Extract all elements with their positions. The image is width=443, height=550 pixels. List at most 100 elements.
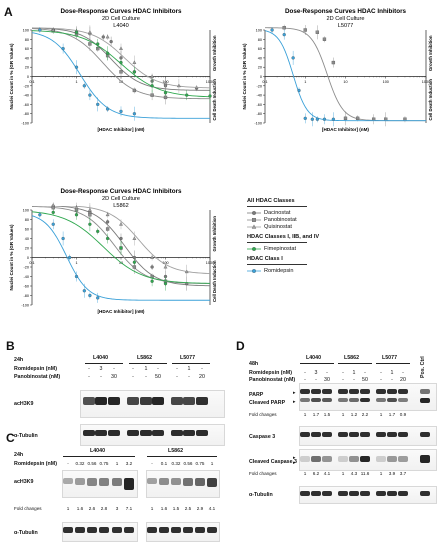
blot-c-dose-right: 0.1 [160, 461, 168, 466]
blot-b-pano-dose: 20 [199, 374, 205, 380]
blot-d-underline-2 [338, 363, 372, 364]
blot-d-caspase-band [398, 432, 408, 437]
x-tick-label: 1 [75, 80, 77, 84]
data-point-romidepsin [38, 28, 42, 32]
blot-d-cleaved-parp-band [311, 398, 321, 402]
legend-swatch [247, 224, 261, 229]
blot-d-fold-casp: 1 [303, 471, 307, 476]
blot-d-arrow-1: ▸ [293, 390, 296, 396]
blot-d-cellline-3: L5077 [382, 355, 398, 361]
blot-c-tubulin-band-right [195, 527, 205, 533]
chart-subtitle: 2D Cell Culture [327, 16, 365, 22]
blot-d-pos-ctrl: Pos. Ctrl [420, 356, 426, 378]
y-tick-label: -100 [254, 122, 262, 126]
legend-group-title: HDAC Classes I, IIB, and IV [247, 234, 320, 240]
blot-c-fold-left: 2.8 [100, 506, 108, 511]
y-tick-label: 40 [258, 56, 262, 60]
data-point-romidepsin [270, 28, 274, 32]
legend-swatch [247, 217, 261, 222]
blot-b-romi-dose: 1 [144, 366, 148, 372]
data-point-romidepsin [61, 46, 65, 51]
data-point-romidepsin [282, 32, 286, 37]
blot-d-fold-parp: 0.9 [399, 412, 407, 417]
data-point-dacinostat [105, 220, 110, 224]
blot-d-cellline-1: L4040 [306, 355, 322, 361]
data-point-quisinostat [105, 212, 110, 217]
blot-c-dose-left: 0.32 [75, 461, 85, 466]
blot-b-ach3k9-band [152, 397, 164, 405]
y-tick-label: 40 [25, 56, 29, 60]
blot-c-fold-left: 1.6 [76, 506, 84, 511]
blot-b-romi-dose: - [157, 366, 159, 372]
blot-d-row-romidepsin: Romidepsin (nM) [249, 370, 292, 376]
blot-d-fold-parp: 1.5 [323, 412, 331, 417]
blot-b-cellline-1: L4040 [93, 355, 109, 361]
blot-b-pano-dose: - [145, 374, 147, 380]
blot-b-cellline-2: L5862 [137, 355, 153, 361]
data-point-romidepsin [303, 116, 307, 120]
x-tick-label: 100 [383, 80, 389, 84]
data-point-romidepsin [51, 222, 55, 226]
blot-b-ach3k9-band [183, 397, 195, 405]
data-point-quisinostat [51, 27, 56, 32]
fit-curve-romidepsin [265, 30, 426, 122]
blot-d-parp-band [349, 389, 359, 394]
panel-letter-c: C [6, 431, 15, 445]
blot-d-cleaved-parp-band [398, 398, 408, 402]
blot-b-tubulin-band [183, 430, 195, 436]
x-axis-label: [HDAC Inhibitor] (nM) [98, 127, 145, 132]
blot-c-dose-left: 3.2 [125, 461, 133, 466]
blot-c-underline-1 [63, 456, 135, 457]
chart-subtitle: 2D Cell Culture [102, 196, 140, 202]
blot-d-caspase-band [311, 432, 321, 437]
blot-c-ach3k9-band-right [171, 478, 181, 485]
y-tick-label: 0 [260, 75, 262, 79]
blot-d-tubulin-band [398, 491, 408, 496]
data-point-fimepinostat [163, 91, 168, 95]
blot-d-fold-parp: 1.7 [312, 412, 320, 417]
data-point-dacinostat [132, 255, 137, 260]
blot-d-fold-casp: 4.1 [323, 471, 331, 476]
legend-label: Fimepinostat [264, 245, 297, 252]
blot-d-fold-casp: 11.6 [360, 471, 370, 476]
data-point-quisinostat [163, 81, 168, 85]
blot-b-romi-dose: 3 [99, 366, 103, 372]
blot-d-pano-dose: 30 [324, 377, 330, 383]
data-point-fimepinostat [105, 51, 110, 55]
data-point-panobinostat [132, 88, 137, 93]
data-point-panobinostat [150, 93, 154, 97]
blot-d-cleaved-caspase-band [376, 456, 386, 462]
data-point-romidepsin [88, 293, 92, 298]
blot-b-underline-3 [172, 363, 210, 364]
blot-d-romi-dose: - [380, 370, 382, 376]
blot-d-arrow-2: ▸ [293, 399, 296, 405]
blot-b-pano-dose: - [100, 374, 102, 380]
blot-c-fold-left: 1 [66, 506, 70, 511]
growth-inhibition-label: Growth Inhibition [428, 35, 433, 71]
data-point-fimepinostat [208, 94, 212, 98]
data-point-romidepsin [132, 112, 137, 116]
blot-d-fold-parp: 1 [341, 412, 345, 417]
data-point-romidepsin [74, 274, 79, 279]
blot-c-tubulin-band-left [63, 527, 73, 533]
legend-marker [252, 217, 256, 222]
y-tick-label: -20 [24, 266, 30, 270]
blot-d-romi-dose: - [342, 370, 344, 376]
blot-d-fold-casp: 3.7 [399, 471, 407, 476]
data-point-romidepsin [61, 236, 65, 241]
blot-d-cleaved-parp-band [349, 398, 359, 402]
blot-d-tubulin-band-posctrl [420, 491, 430, 496]
legend-item-dacinostat: Dacinostat [247, 209, 437, 216]
y-axis-label: Nuclei Count in % (GR Values) [9, 43, 14, 110]
y-axis-label: Nuclei Count in % (GR Values) [9, 224, 14, 291]
blot-d-parp-band [322, 389, 332, 394]
fit-curve-fimepinostat [32, 211, 210, 284]
legend-item-fimepinostat: Fimepinostat [247, 245, 437, 252]
blot-b-pano-dose: - [188, 374, 190, 380]
data-point-fimepinostat [88, 222, 92, 226]
blot-d-caspase-band [349, 432, 359, 437]
